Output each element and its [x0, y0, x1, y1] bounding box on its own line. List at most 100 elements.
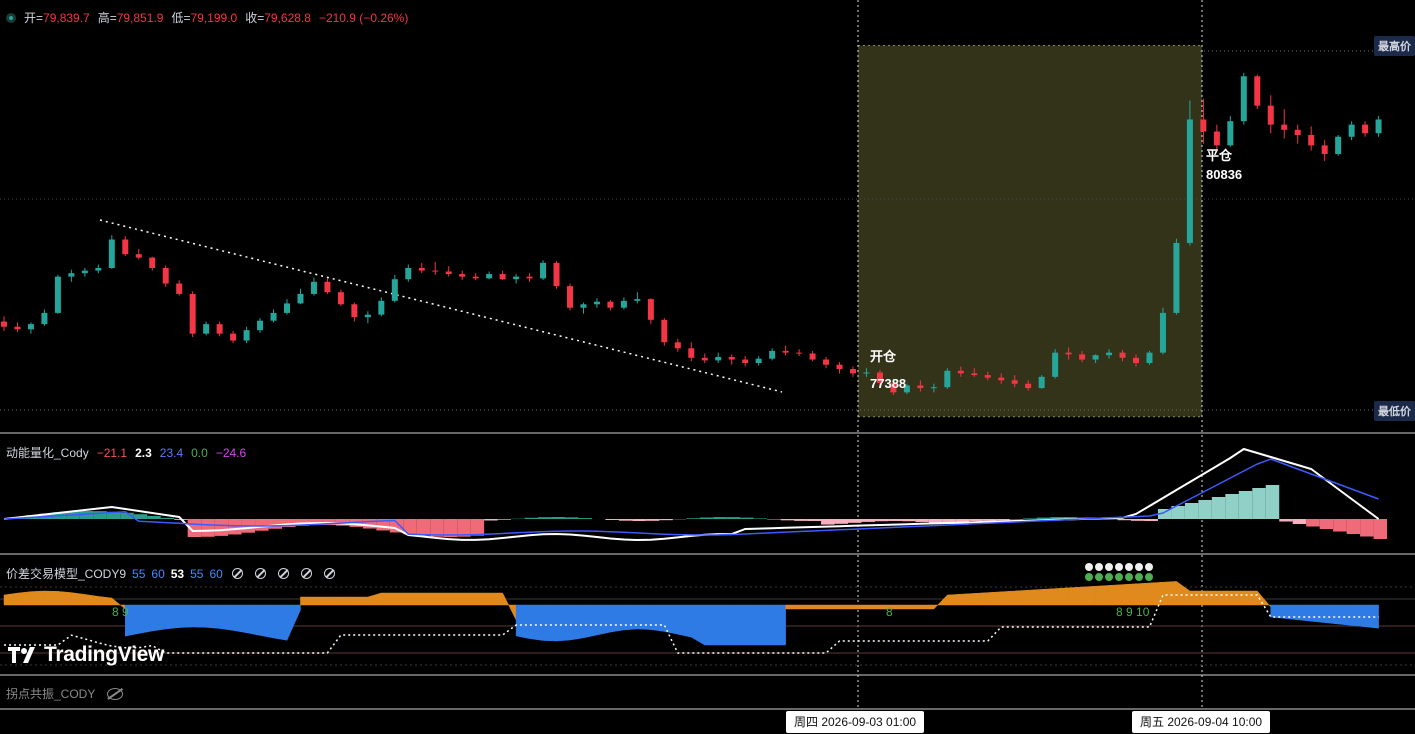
spread-area-segment	[947, 593, 962, 606]
tradingview-logo-icon	[8, 647, 35, 663]
spread-area-segment	[731, 604, 746, 646]
momentum-histogram-bar	[282, 519, 296, 528]
momentum-histogram-bar	[1319, 519, 1334, 529]
momentum-histogram-bar	[565, 517, 579, 519]
momentum-histogram-bar	[888, 519, 902, 522]
candle-body	[876, 372, 883, 383]
indicator2-param-0: 55	[132, 566, 146, 581]
momentum-histogram-bar	[659, 519, 673, 521]
momentum-histogram-bar	[551, 517, 565, 519]
circle-slash-icon[interactable]	[231, 568, 243, 579]
trendline	[99, 219, 783, 393]
signal-label: 8 9 10	[1116, 605, 1150, 619]
spread-area-segment	[300, 596, 315, 606]
spread-area-segment	[798, 604, 813, 610]
low-value: 79,199.0	[190, 10, 238, 25]
candle-body	[1348, 124, 1355, 137]
status-dot-icon	[6, 12, 16, 23]
candle-body	[593, 301, 600, 305]
signal-dot-white	[1135, 563, 1143, 571]
indicator2-param-3: 55	[190, 566, 204, 581]
candle-body	[1038, 376, 1045, 389]
candle-body	[567, 286, 573, 308]
candle-body	[337, 292, 344, 305]
momentum-histogram-bar	[1131, 519, 1145, 521]
momentum-histogram-bar	[1373, 519, 1388, 539]
candle-body	[418, 268, 425, 271]
candle-body	[203, 324, 210, 334]
candle-body	[297, 293, 304, 304]
hidden-eye-icon[interactable]	[107, 687, 124, 700]
candle-body	[836, 364, 843, 370]
open-label: 开=	[24, 11, 44, 25]
candle-body	[324, 281, 331, 293]
candle-body	[122, 239, 129, 255]
close-position-price: 80836	[1206, 167, 1243, 182]
indicator2-param-1: 60	[151, 566, 165, 581]
candle-body	[715, 356, 722, 361]
indicator2-name[interactable]: 价差交易模型_CODY9	[6, 567, 127, 581]
candle-body	[135, 254, 142, 258]
momentum-histogram-bar	[834, 519, 848, 524]
spread-area-segment	[1324, 604, 1339, 625]
candle-body	[1254, 76, 1261, 106]
spread-area-segment	[178, 604, 193, 628]
spread-area-segment	[313, 596, 328, 606]
spread-area-segment	[1027, 589, 1042, 606]
momentum-histogram-bar	[901, 519, 916, 522]
spread-area-segment	[98, 596, 113, 606]
open-position-label: 开仓	[870, 349, 897, 364]
spread-area-segment	[704, 604, 719, 646]
indicator3-name[interactable]: 拐点共振_CODY	[6, 687, 96, 701]
spread-area-segment	[1203, 590, 1218, 606]
candle-body	[1200, 119, 1207, 132]
tradingview-logo: TradingView	[8, 643, 164, 667]
circle-slash-icon[interactable]	[300, 568, 312, 579]
crosshair-time-2: 周五 2026-09-04 10:00	[1132, 711, 1271, 733]
momentum-blue-line	[3, 458, 1379, 536]
momentum-histogram-bar	[699, 517, 714, 519]
spread-area-segment	[84, 594, 99, 606]
spread-area-segment	[960, 593, 975, 606]
momentum-histogram-bar	[807, 519, 822, 521]
momentum-histogram-bar	[1252, 488, 1266, 519]
circle-slash-icon[interactable]	[254, 568, 266, 579]
indicator2-legend[interactable]: 价差交易模型_CODY9 55 60 53 55 60	[6, 565, 338, 582]
spread-area-segment	[1135, 582, 1150, 606]
candle-body	[998, 377, 1005, 381]
candle-body	[459, 274, 466, 277]
momentum-white-line	[3, 447, 1380, 542]
spread-area-segment	[327, 596, 342, 606]
circle-slash-icon[interactable]	[323, 568, 335, 579]
spread-area-segment	[556, 604, 571, 642]
signal-dot-green	[1085, 573, 1093, 581]
spread-area-segment	[825, 604, 840, 610]
momentum-histogram-bar	[1063, 517, 1078, 519]
spread-area-segment	[232, 604, 247, 634]
momentum-histogram-bar	[982, 519, 997, 521]
indicator3-legend[interactable]: 拐点共振_CODY	[6, 685, 124, 702]
indicator1-name[interactable]: 动能量化_Cody	[6, 446, 89, 460]
momentum-histogram-bar	[322, 519, 336, 526]
spread-area-segment	[1081, 585, 1096, 606]
momentum-histogram-bar	[1265, 485, 1280, 519]
momentum-histogram-bar	[93, 511, 107, 519]
momentum-histogram-bar	[605, 519, 619, 520]
spread-area-segment	[192, 604, 207, 628]
candle-body	[41, 312, 48, 325]
spread-area-segment	[1108, 584, 1123, 606]
momentum-histogram-bar	[147, 515, 161, 519]
spread-area-segment	[812, 604, 827, 610]
candle-body	[1159, 312, 1166, 353]
momentum-histogram-bar	[1346, 519, 1361, 534]
spread-area-segment	[758, 604, 773, 646]
candle-body	[1052, 352, 1059, 377]
spread-area-segment	[71, 592, 86, 606]
candle-body	[971, 373, 978, 376]
spread-area-segment	[987, 591, 1002, 606]
circle-slash-icon[interactable]	[277, 568, 289, 579]
spread-area-segment	[30, 590, 45, 606]
spread-area-segment	[933, 594, 948, 610]
indicator1-legend[interactable]: 动能量化_Cody −21.1 2.3 23.4 0.0 −24.6	[6, 444, 246, 461]
